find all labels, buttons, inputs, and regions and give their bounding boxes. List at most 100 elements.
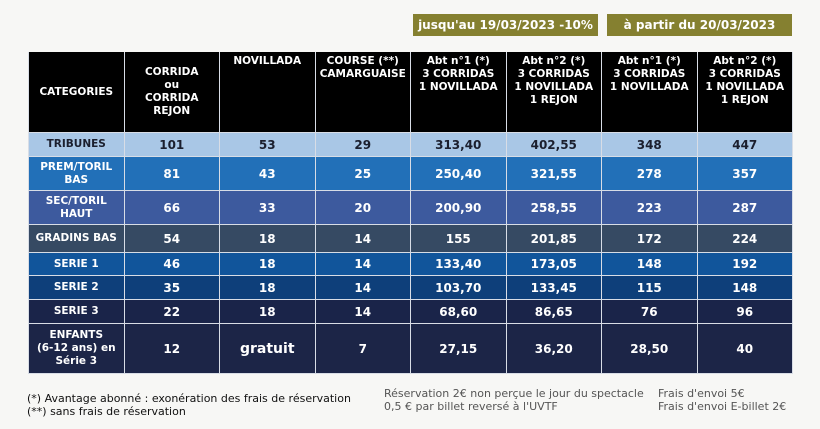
price-cell: 115	[601, 275, 698, 300]
column-header-line: CORRIDA	[144, 92, 199, 104]
category-line: SERIE 1	[53, 257, 99, 270]
price-cell: 287	[696, 190, 793, 225]
column-header-line: Abt n°1 (*)	[617, 55, 681, 67]
category-line: SERIE 2	[53, 281, 99, 293]
price-cell: 192	[696, 252, 793, 276]
category-line: TRIBUNES	[46, 138, 106, 150]
price-cell: 357	[696, 156, 793, 191]
price-cell: 14	[314, 252, 411, 276]
category-cell: SERIE 1	[28, 252, 125, 276]
footnotes-right: Frais d'envoi 5€ Frais d'envoi E-billet …	[658, 387, 786, 413]
column-header-line: NOVILLADA	[233, 55, 302, 67]
category-cell: SERIE 3	[28, 299, 125, 324]
column-header-line: 3 CORRIDAS	[422, 68, 495, 80]
table-row: SEC/TORIL HAUT 66 33 20 200,90 258,55 223 287	[28, 190, 793, 225]
column-header-line: 1 NOVILLADA	[705, 81, 785, 93]
column-header: Abt n°1 (*) 3 CORRIDAS 1 NOVILLADA	[601, 52, 698, 133]
footnote-camarguaise: (**) sans frais de réservation	[27, 405, 186, 418]
price-cell: 66	[123, 190, 220, 225]
price-cell: 54	[123, 224, 220, 253]
footnotes-left: (*) Avantage abonné : exonération des fr…	[27, 392, 351, 418]
period-label-early: jusqu'au 19/03/2023 -10%	[413, 14, 598, 36]
column-header-line: CATEGORIES	[39, 85, 114, 98]
price-cell: 278	[601, 156, 698, 191]
category-line: PREM/TORIL	[40, 160, 113, 173]
category-cell: PREM/TORIL BAS	[28, 156, 125, 191]
table-row: SERIE 1 46 18 14 133,40 173,05 148 192	[28, 252, 793, 276]
price-cell: 33	[219, 190, 316, 225]
column-header-line: 3 CORRIDAS	[517, 68, 590, 80]
price-cell: 86,65	[505, 299, 602, 324]
price-cell: 200,90	[410, 190, 507, 225]
price-cell: 14	[314, 275, 411, 300]
price-cell: 53	[219, 132, 316, 157]
table-row: TRIBUNES 101 53 29 313,40 402,55 348 447	[28, 132, 793, 157]
table-row: PREM/TORIL BAS 81 43 25 250,40 321,55 278 357	[28, 156, 793, 191]
category-cell: TRIBUNES	[28, 132, 125, 157]
column-header-line: Abt n°1 (*)	[426, 55, 490, 67]
column-header-line: 1 REJON	[529, 94, 578, 106]
category-line: ENFANTS	[49, 329, 104, 341]
price-cell: 148	[601, 252, 698, 276]
category-line: GRADINS BAS	[35, 232, 117, 244]
price-table: CATEGORIES CORRIDA ou CORRIDA REJON NOVILLADA…	[28, 52, 793, 374]
price-cell: 28,50	[601, 323, 698, 374]
column-header: Abt n°1 (*) 3 CORRIDAS 1 NOVILLADA	[410, 52, 507, 133]
table-row: ENFANTS (6-12 ans) en Série 3 12 gratuit 7 27,…	[28, 323, 793, 374]
price-cell: 402,55	[505, 132, 602, 157]
column-header: CATEGORIES	[28, 52, 125, 133]
footnote-eticket: Frais d'envoi E-billet 2€	[658, 400, 787, 413]
price-cell: 101	[123, 132, 220, 157]
column-header-line: Abt n°2 (*)	[522, 55, 586, 67]
column-header-line: 1 NOVILLADA	[514, 81, 594, 93]
footnote-shipping: Frais d'envoi 5€	[658, 387, 745, 400]
price-cell: 133,40	[410, 252, 507, 276]
price-cell: 7	[314, 323, 411, 374]
category-cell: GRADINS BAS	[28, 224, 125, 253]
category-line: SEC/TORIL	[45, 194, 107, 207]
price-cell: 46	[123, 252, 220, 276]
column-header-line: 3 CORRIDAS	[613, 68, 686, 80]
price-cell: 25	[314, 156, 411, 191]
price-cell: 133,45	[505, 275, 602, 300]
column-header: Abt n°2 (*) 3 CORRIDAS 1 NOVILLADA 1 REJON	[696, 52, 793, 133]
price-cell: 20	[314, 190, 411, 225]
table-row: SERIE 3 22 18 14 68,60 86,65 76 96	[28, 299, 793, 324]
price-cell: 223	[601, 190, 698, 225]
column-header-line: 3 CORRIDAS	[708, 68, 781, 80]
price-cell: 81	[123, 156, 220, 191]
price-cell: 313,40	[410, 132, 507, 157]
footnotes-middle: Réservation 2€ non perçue le jour du spe…	[384, 387, 644, 413]
category-cell: SERIE 2	[28, 275, 125, 300]
column-header-line: 1 REJON	[720, 94, 769, 106]
price-cell: 22	[123, 299, 220, 324]
period-label-regular: à partir du 20/03/2023	[607, 14, 792, 36]
price-cell: 14	[314, 224, 411, 253]
footnote-reservation: Réservation 2€ non perçue le jour du spe…	[384, 387, 644, 400]
price-cell: 43	[219, 156, 316, 191]
column-header: COURSE (**) CAMARGUAISE	[314, 52, 411, 133]
price-cell: 35	[123, 275, 220, 300]
category-line: (6-12 ans) en	[36, 342, 116, 354]
price-cell: 201,85	[505, 224, 602, 253]
price-cell: 103,70	[410, 275, 507, 300]
category-cell: ENFANTS (6-12 ans) en Série 3	[28, 323, 125, 374]
header-row: CATEGORIES CORRIDA ou CORRIDA REJON NOVILLADA…	[28, 52, 793, 133]
column-header-line: 1 NOVILLADA	[418, 81, 498, 93]
table-row: SERIE 2 35 18 14 103,70 133,45 115 148	[28, 275, 793, 300]
price-cell: 18	[219, 299, 316, 324]
price-cell: 27,15	[410, 323, 507, 374]
column-header-line: 1 NOVILLADA	[609, 81, 689, 93]
price-cell: 258,55	[505, 190, 602, 225]
column-header-line: REJON	[153, 105, 191, 117]
column-header-line: Abt n°2 (*)	[713, 55, 777, 67]
column-header-line: ou	[164, 79, 180, 91]
price-cell: 18	[219, 224, 316, 253]
price-cell: 172	[601, 224, 698, 253]
column-header-line: COURSE (**)	[326, 55, 399, 67]
price-cell: 173,05	[505, 252, 602, 276]
column-header: Abt n°2 (*) 3 CORRIDAS 1 NOVILLADA 1 REJON	[505, 52, 602, 133]
price-cell: 321,55	[505, 156, 602, 191]
category-line: Série 3	[55, 355, 98, 367]
footnote-subscriber: (*) Avantage abonné : exonération des fr…	[27, 392, 351, 405]
